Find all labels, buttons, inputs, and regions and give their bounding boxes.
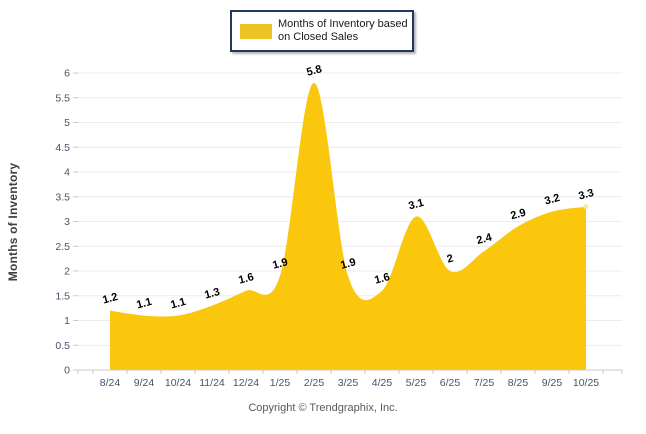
x-tick-label: 10/25 bbox=[573, 377, 599, 389]
y-tick-label: 5 bbox=[64, 117, 70, 129]
y-tick-label: 3.5 bbox=[55, 191, 70, 203]
y-tick-label: 6 bbox=[64, 68, 70, 80]
y-tick-label: 5.5 bbox=[55, 92, 70, 104]
x-tick-label: 8/25 bbox=[508, 377, 529, 389]
x-tick-label: 7/25 bbox=[474, 377, 495, 389]
value-label: 3.2 bbox=[543, 192, 561, 208]
value-label: 1.6 bbox=[373, 271, 391, 287]
legend-label: Months of Inventory based on Closed Sale… bbox=[278, 18, 408, 44]
copyright-text: Copyright © Trendgraphix, Inc. bbox=[248, 402, 398, 414]
y-tick-label: 1.5 bbox=[55, 290, 70, 302]
value-label: 2.9 bbox=[509, 207, 527, 223]
value-label: 1.6 bbox=[237, 271, 255, 287]
legend-swatch-icon bbox=[240, 23, 272, 39]
x-tick-label: 9/25 bbox=[542, 377, 563, 389]
last-point-marker bbox=[583, 204, 589, 210]
x-tick-label: 9/24 bbox=[134, 377, 155, 389]
x-tick-label: 5/25 bbox=[406, 377, 427, 389]
x-tick-label: 10/24 bbox=[165, 377, 191, 389]
inventory-area-series bbox=[110, 82, 586, 371]
y-tick-label: 2.5 bbox=[55, 241, 70, 253]
x-tick-label: 4/25 bbox=[372, 377, 393, 389]
value-label: 1.2 bbox=[101, 291, 119, 307]
y-tick-label: 2 bbox=[64, 266, 70, 278]
legend-label-line2: on Closed Sales bbox=[278, 31, 359, 43]
y-tick-label: 4.5 bbox=[55, 142, 70, 154]
value-label: 2 bbox=[446, 253, 455, 266]
x-tick-label: 12/24 bbox=[233, 377, 259, 389]
y-tick-label: 0 bbox=[64, 365, 70, 377]
x-tick-label: 6/25 bbox=[440, 377, 461, 389]
value-label: 5.8 bbox=[305, 63, 323, 79]
y-tick-label: 1 bbox=[64, 315, 70, 327]
legend: Months of Inventory based on Closed Sale… bbox=[230, 10, 414, 52]
legend-label-line1: Months of Inventory based bbox=[278, 18, 408, 30]
y-tick-label: 0.5 bbox=[55, 340, 70, 352]
y-axis-title: Months of Inventory bbox=[6, 162, 20, 282]
value-label: 1.1 bbox=[135, 296, 153, 312]
x-tick-label: 8/24 bbox=[100, 377, 121, 389]
value-label: 1.9 bbox=[271, 256, 289, 272]
value-label: 1.1 bbox=[169, 296, 187, 312]
value-label: 1.9 bbox=[339, 256, 357, 272]
y-tick-label: 4 bbox=[64, 167, 70, 179]
x-tick-label: 2/25 bbox=[304, 377, 325, 389]
value-label: 2.4 bbox=[475, 231, 494, 247]
value-label: 1.3 bbox=[203, 286, 221, 302]
x-tick-label: 11/24 bbox=[199, 377, 225, 389]
y-tick-label: 3 bbox=[64, 216, 70, 228]
x-tick-label: 3/25 bbox=[338, 377, 359, 389]
value-label: 3.1 bbox=[407, 197, 425, 213]
x-tick-label: 1/25 bbox=[270, 377, 291, 389]
value-label: 3.3 bbox=[577, 187, 595, 203]
